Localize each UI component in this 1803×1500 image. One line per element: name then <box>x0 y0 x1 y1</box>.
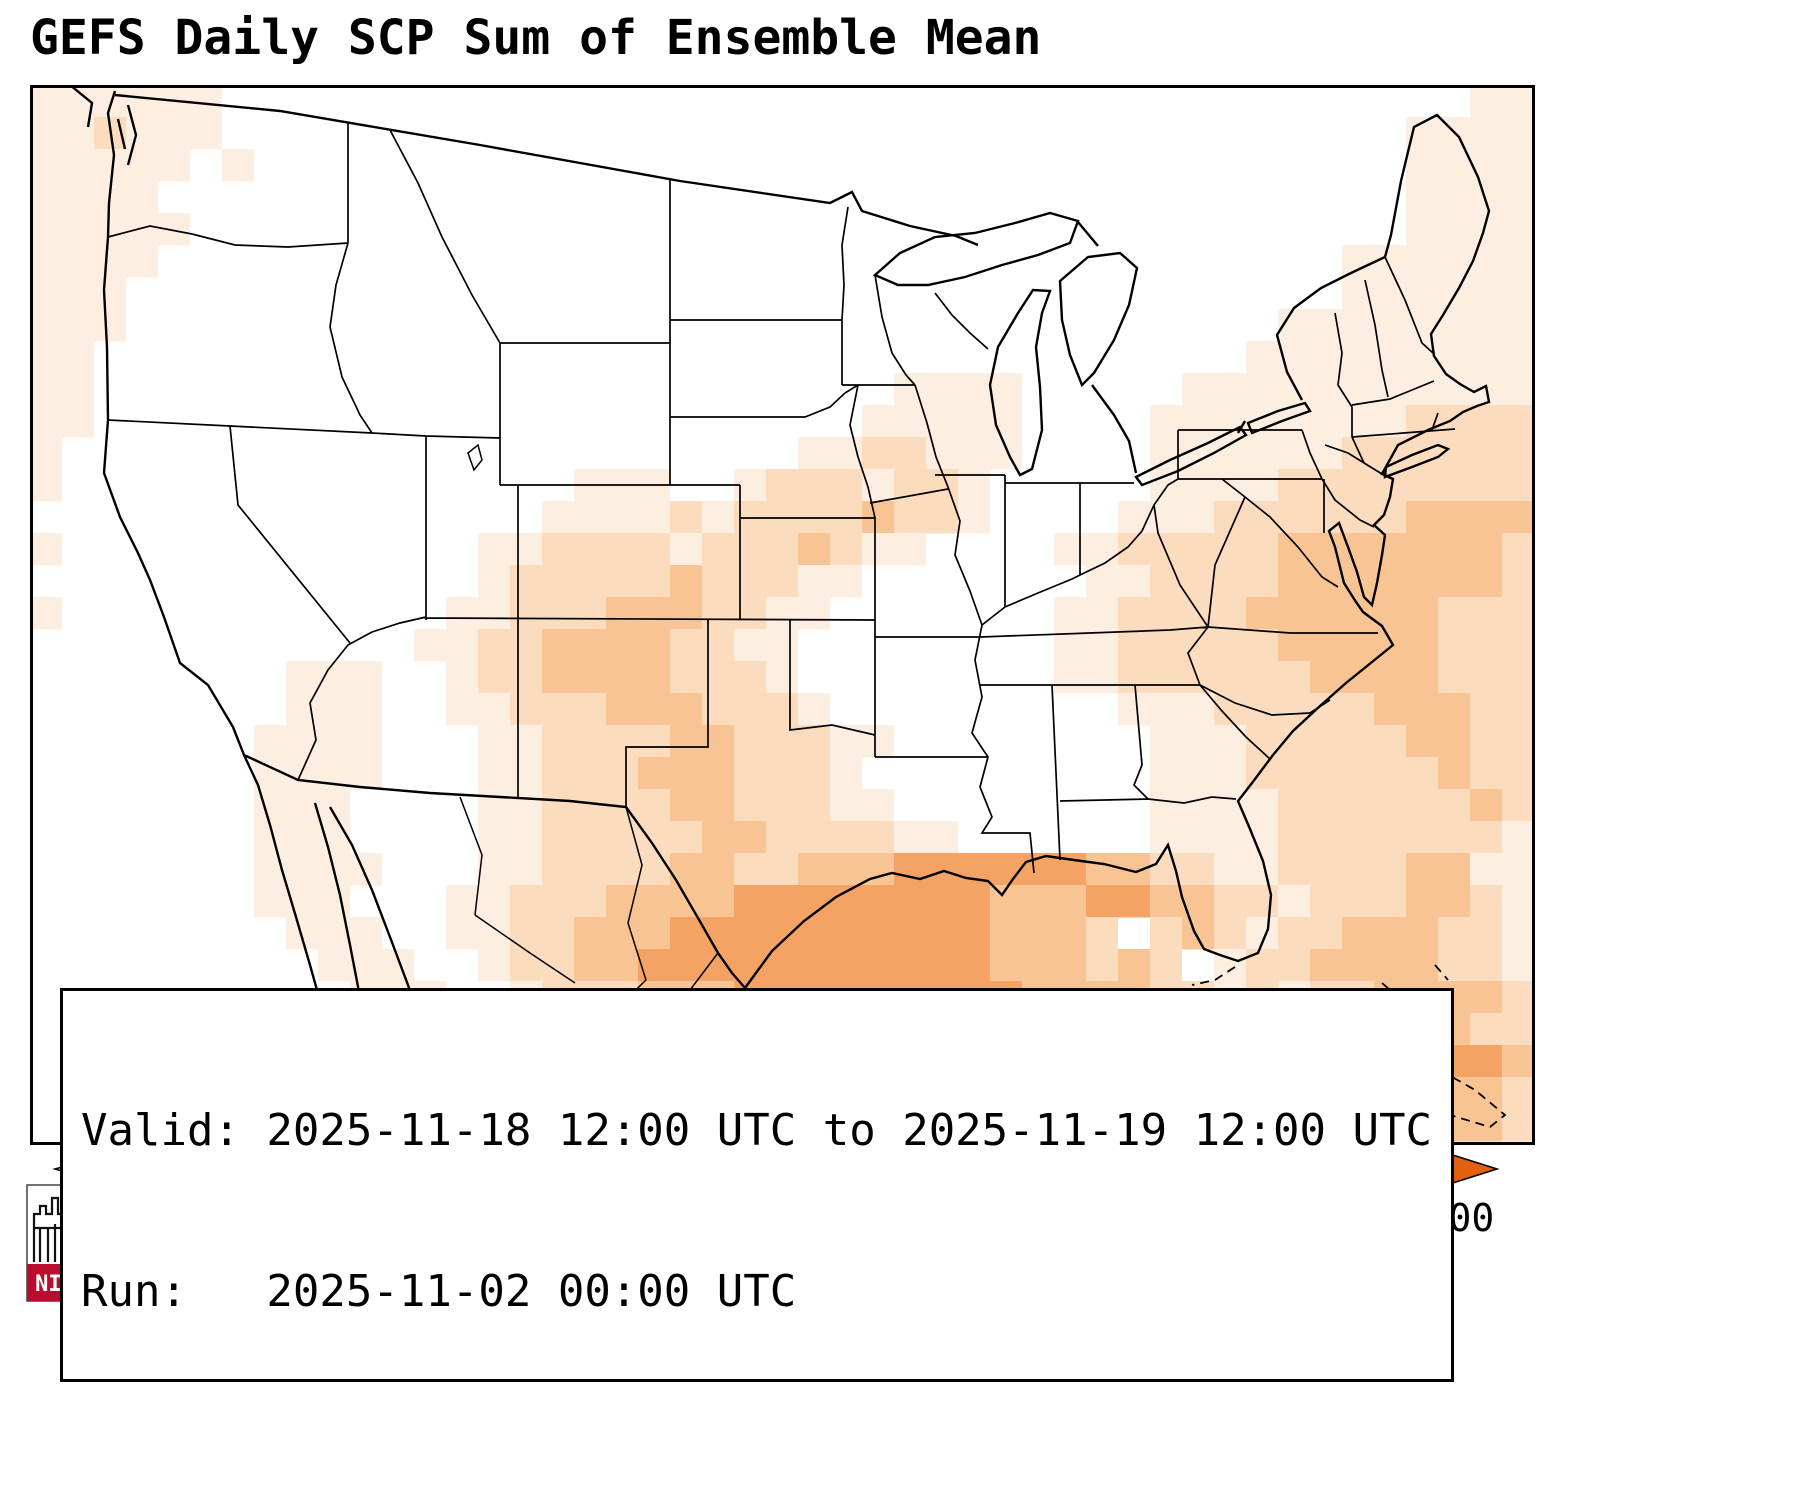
lake-michigan <box>988 288 1052 477</box>
scp-heatmap-cells <box>30 85 1534 1142</box>
state-borders-layer <box>107 123 1456 874</box>
florida-keys <box>1191 966 1236 986</box>
us-map <box>30 85 1535 1145</box>
great-lakes-layer <box>872 211 1451 487</box>
canada-border-line <box>114 93 979 247</box>
detroit-river-line <box>1091 384 1138 474</box>
lake-superior <box>872 211 1080 287</box>
valid-time-text: Valid: 2025-11-18 12:00 UTC to 2025-11-1… <box>81 1105 1433 1157</box>
state-borders <box>107 123 1456 874</box>
lake-ontario <box>1246 401 1312 435</box>
sault-line <box>1077 221 1099 247</box>
great-salt-lake <box>467 443 483 472</box>
lake-erie <box>1134 425 1248 487</box>
run-time-text: Run: 2025-11-02 00:00 UTC <box>81 1266 797 1318</box>
puget-sound-line <box>69 85 138 166</box>
valid-run-info-box: Valid: 2025-11-18 12:00 UTC to 2025-11-1… <box>60 988 1454 1382</box>
long-island <box>1383 443 1451 479</box>
gulf-atlantic-coast-line <box>744 113 1491 989</box>
lake-huron <box>1058 251 1139 388</box>
page-title: GEFS Daily SCP Sum of Ensemble Mean <box>30 10 1042 66</box>
